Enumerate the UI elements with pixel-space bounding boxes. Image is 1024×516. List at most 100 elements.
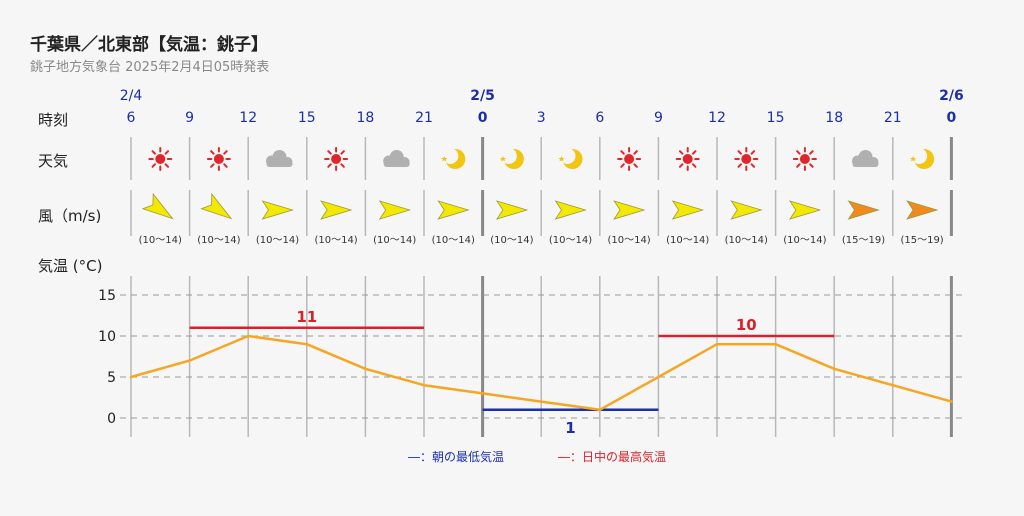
temperature-point (481, 392, 484, 395)
sun-ray (620, 163, 625, 168)
temperature-point (950, 400, 953, 403)
temperature-point (891, 383, 895, 387)
temp-row-label: 気温 (°C) (38, 257, 103, 275)
wind-range-label: (10〜14) (783, 235, 826, 246)
wind-range-label: (10〜14) (256, 235, 299, 246)
sun-core (682, 154, 693, 164)
wind-arrow-icon (378, 200, 412, 220)
hour-label: 12 (239, 110, 257, 126)
wind-range-label: (10〜14) (432, 235, 475, 246)
sun-ray (809, 163, 814, 168)
wind-range-label: (15〜19) (900, 235, 943, 246)
sun-ray (223, 163, 228, 168)
wind-arrow-shape (141, 192, 174, 220)
max-temp-label: 11 (296, 308, 317, 326)
hour-label: 12 (708, 110, 726, 126)
date-label: 2/4 (120, 88, 143, 104)
moon-icon (910, 148, 935, 169)
weather-row-label: 天気 (38, 152, 69, 170)
wind-arrow-icon (320, 200, 353, 220)
wind-arrow-shape (613, 200, 646, 220)
wind-arrow-shape (671, 200, 705, 220)
wind-range-label: (10〜14) (490, 235, 533, 246)
y-tick-label: 5 (107, 370, 116, 386)
time-row-label: 時刻 (38, 111, 69, 129)
wind-arrow-shape (847, 200, 880, 220)
sun-ray (327, 150, 332, 155)
sun-ray (678, 163, 684, 168)
sun-ray (223, 150, 228, 155)
min-temp-label: 1 (565, 419, 575, 437)
hour-label: 21 (415, 110, 433, 126)
wind-range-label: (10〜14) (607, 235, 650, 246)
moon-star (441, 156, 448, 162)
sun-core (331, 154, 342, 164)
wind-arrow-icon (730, 200, 763, 220)
hour-label: 3 (537, 110, 546, 126)
sun-ray (737, 150, 742, 155)
sun-ray (750, 163, 756, 168)
temperature-point (129, 375, 133, 379)
temperature-point (539, 400, 543, 403)
wind-range-label: (10〜14) (314, 235, 357, 246)
wind-arrow-icon (141, 192, 174, 220)
temperature-point (422, 383, 426, 387)
wind-arrow-icon (847, 200, 880, 220)
temperature-point (598, 408, 602, 412)
sun-core (213, 154, 224, 164)
temperature-point (305, 342, 309, 346)
sun-ray (164, 150, 170, 155)
sun-ray (210, 150, 215, 155)
sun-ray (327, 163, 332, 168)
moon-star (910, 156, 917, 162)
sun-ray (151, 150, 156, 155)
sun-ray (210, 163, 215, 168)
sun-ray (809, 150, 814, 155)
sun-core (799, 154, 810, 164)
date-label: 2/5 (470, 88, 495, 104)
moon-shadow (442, 148, 459, 164)
sun-ray (340, 150, 345, 155)
temperature-point (715, 342, 719, 346)
wind-arrow-shape (378, 200, 412, 220)
moon-icon (441, 148, 466, 169)
wind-arrow-shape (495, 200, 529, 220)
sun-ray (164, 163, 170, 168)
sun-ray (692, 163, 697, 168)
wind-arrow-shape (788, 200, 822, 220)
y-tick-label: 0 (107, 411, 116, 427)
wind-arrow-shape (320, 200, 353, 220)
hour-label: 18 (825, 110, 843, 126)
sun-ray (151, 163, 156, 168)
page-title: 千葉県／北東部【気温：銚子】 (30, 35, 268, 55)
sun-core (741, 154, 752, 164)
wind-arrow-shape (200, 192, 233, 220)
wind-arrow-icon (906, 200, 939, 220)
moon-star (499, 156, 506, 162)
temperature-point (188, 359, 191, 362)
cloud-base (383, 161, 410, 167)
hour-label: 21 (884, 110, 902, 126)
wind-arrow-icon (495, 200, 529, 220)
sun-icon (675, 147, 700, 171)
wind-range-label: (15〜19) (842, 235, 885, 246)
temperature-point (774, 342, 777, 346)
hour-label: 9 (185, 110, 194, 126)
wind-range-label: (10〜14) (373, 235, 416, 246)
wind-range-label: (10〜14) (666, 235, 709, 246)
wind-arrow-icon (554, 200, 587, 220)
sun-ray (796, 163, 801, 168)
wind-arrow-shape (906, 200, 939, 220)
temperature-point (364, 367, 367, 371)
date-label: 2/6 (939, 88, 964, 104)
wind-arrow-icon (788, 200, 822, 220)
hour-label: 0 (947, 110, 957, 126)
y-tick-label: 15 (98, 288, 116, 304)
wind-range-label: (10〜14) (549, 235, 592, 246)
hour-label: 18 (356, 110, 374, 126)
moon-shadow (559, 148, 576, 164)
sun-ray (340, 163, 345, 168)
cloud-icon (852, 150, 879, 167)
sun-icon (792, 147, 817, 171)
